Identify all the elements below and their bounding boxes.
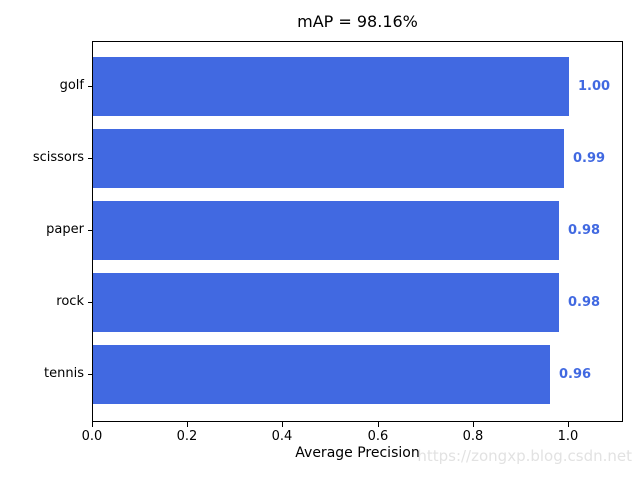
- bar-tennis: [93, 345, 550, 404]
- bar-value-label: 0.96: [559, 367, 592, 382]
- x-tick-label: 0.2: [176, 429, 198, 444]
- bar-value-label: 0.98: [568, 295, 601, 310]
- y-tick-mark: [88, 86, 92, 87]
- bar-rock: [93, 273, 559, 332]
- y-tick-mark: [88, 158, 92, 159]
- y-tick-label-paper: paper: [46, 222, 84, 237]
- y-tick-label-scissors: scissors: [32, 150, 84, 165]
- bar-paper: [93, 201, 559, 260]
- x-tick-label: 0.4: [271, 429, 293, 444]
- x-axis-label: Average Precision: [295, 445, 420, 461]
- bar-golf: [93, 57, 569, 116]
- y-tick-mark: [88, 230, 92, 231]
- x-tick-mark: [473, 422, 474, 427]
- x-tick-mark: [378, 422, 379, 427]
- x-tick-mark: [568, 422, 569, 427]
- bar-value-label: 1.00: [578, 79, 611, 94]
- chart-title: mAP = 98.16%: [297, 12, 418, 31]
- x-tick-mark: [187, 422, 188, 427]
- watermark: https://zongxp.blog.csdn.net: [417, 447, 632, 465]
- x-tick-label: 0.8: [462, 429, 484, 444]
- x-tick-label: 1.0: [557, 429, 579, 444]
- y-tick-mark: [88, 302, 92, 303]
- x-tick-mark: [92, 422, 93, 427]
- y-tick-label-golf: golf: [59, 78, 84, 93]
- y-tick-label-tennis: tennis: [44, 366, 84, 381]
- x-tick-label: 0.6: [367, 429, 389, 444]
- x-tick-label: 0.0: [81, 429, 103, 444]
- plot-area: 1.00 0.99 0.98 0.98 0.96: [92, 41, 623, 422]
- y-tick-label-rock: rock: [56, 294, 84, 309]
- bar-value-label: 0.99: [573, 151, 606, 166]
- bar-value-label: 0.98: [568, 223, 601, 238]
- y-tick-mark: [88, 374, 92, 375]
- bar-scissors: [93, 129, 564, 188]
- x-tick-mark: [282, 422, 283, 427]
